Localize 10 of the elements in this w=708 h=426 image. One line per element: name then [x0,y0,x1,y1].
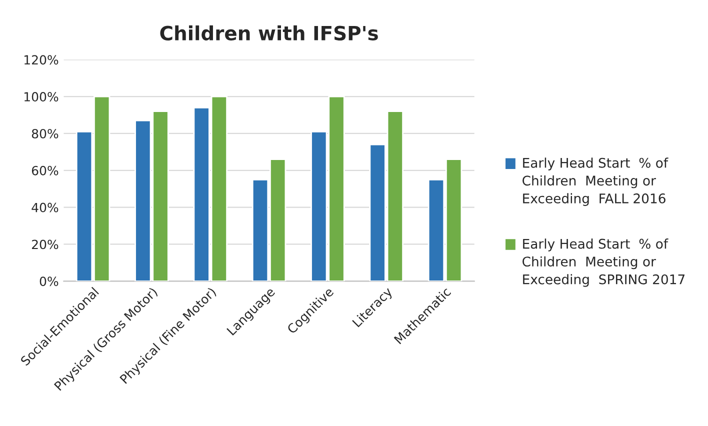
chart-title: Children with IFSP's [160,25,378,40]
y-tick-label: 0% [40,276,58,286]
y-tick-label: 40% [32,202,58,212]
y-tick-label: 100% [24,92,58,102]
legend-label: Early Head Start % of Children Meeting or Exceeding SPRING 2017 [522,238,684,287]
y-tick-label: 60% [32,166,58,176]
y-tick-label: 120% [24,55,58,65]
y-tick-label: 80% [32,128,58,138]
legend-label: Early Head Start % of Children Meeting or Exceeding FALL 2016 [522,158,668,206]
y-tick-label: 20% [32,240,58,250]
